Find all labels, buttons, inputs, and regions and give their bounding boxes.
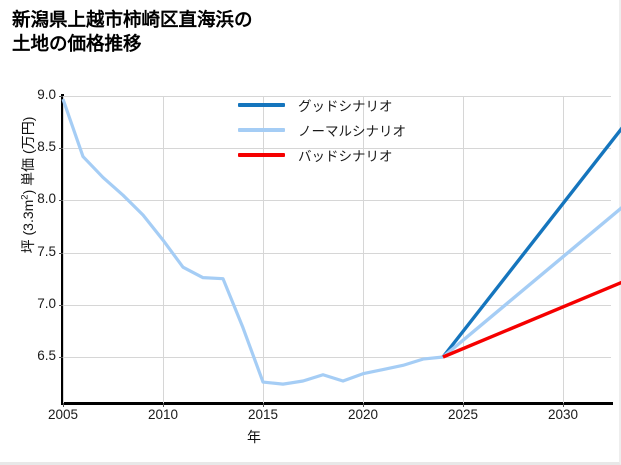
gridline-horizontal [63, 96, 611, 97]
gridlines [63, 96, 611, 403]
x-tick-mark [163, 403, 164, 407]
y-tick-label: 6.5 [37, 348, 56, 363]
legend-label: バッドシナリオ [298, 148, 393, 164]
y-tick-mark [59, 200, 63, 202]
series-svg [61, 98, 621, 386]
x-tick-label: 2010 [147, 407, 179, 422]
y-tick-label: 9.0 [37, 87, 56, 102]
page-title: 新潟県上越市柿崎区直海浜の 土地の価格推移 [12, 9, 253, 55]
gridline-vertical [463, 96, 464, 403]
y-tick-mark [59, 96, 63, 97]
y-tick-label: 8.5 [37, 139, 56, 155]
x-tick-mark [463, 403, 464, 407]
y-tick-mark [59, 252, 63, 254]
x-axis-spine [61, 402, 613, 405]
legend-item[interactable]: バッドシナリオ [238, 142, 406, 167]
x-tick-label: 2025 [447, 407, 479, 422]
x-tick-label: 2020 [347, 407, 379, 422]
legend-item[interactable]: グッドシナリオ [238, 92, 406, 117]
legend-item[interactable]: ノーマルシナリオ [238, 117, 406, 142]
legend-swatch [238, 152, 285, 157]
legend-swatch [238, 127, 285, 132]
plot-area [61, 96, 621, 403]
gridline-vertical [263, 96, 264, 403]
series-line [441, 206, 621, 359]
x-tick-mark [263, 403, 264, 407]
x-tick-mark [63, 403, 64, 407]
gridline-horizontal [63, 304, 611, 306]
y-tick-label: 7.5 [37, 243, 56, 259]
gridline-horizontal [63, 148, 611, 150]
gridline-vertical [563, 96, 564, 403]
gridline-vertical [363, 96, 364, 403]
y-tick-mark [59, 148, 63, 150]
series-line [442, 280, 621, 359]
y-tick-label: 7.0 [37, 295, 56, 311]
gridline-horizontal [63, 357, 611, 358]
y-axis-ticks: 6.5 7.0 7.5 8.0 8.5 9.0 [4, 0, 56, 465]
legend-label: グッドシナリオ [298, 98, 393, 114]
data-lines [61, 96, 621, 403]
x-axis-label: 年 [247, 429, 261, 445]
y-axis-spine [61, 94, 64, 405]
x-tick-label: 2005 [47, 407, 79, 422]
legend: グッドシナリオ ノーマルシナリオ バッドシナリオ [238, 92, 406, 167]
gridline-horizontal [63, 200, 611, 202]
y-axis-label-superscript: 2 [19, 194, 31, 200]
x-tick-mark [363, 403, 364, 407]
gridline-vertical [163, 96, 164, 403]
y-tick-mark [59, 357, 63, 358]
x-tick-label: 2015 [247, 407, 279, 422]
y-axis-label-pre: 坪 (3.3m [20, 199, 36, 254]
gridline-vertical [63, 96, 64, 403]
series-line [61, 98, 444, 386]
x-tick-mark [563, 403, 564, 407]
y-tick-label: 8.0 [37, 191, 56, 207]
legend-swatch [238, 102, 285, 107]
y-axis-label-post: ) 単価 (万円) [20, 116, 36, 195]
series-line [441, 126, 621, 359]
x-tick-label: 2030 [547, 407, 579, 422]
x-axis-ticks: 2005 2010 2015 2020 2025 2030 [0, 403, 621, 431]
legend-label: ノーマルシナリオ [298, 123, 406, 139]
y-axis-label: 坪 (3.3m2) 単価 (万円) [18, 65, 38, 305]
y-tick-mark [59, 304, 63, 306]
gridline-horizontal [63, 252, 611, 254]
